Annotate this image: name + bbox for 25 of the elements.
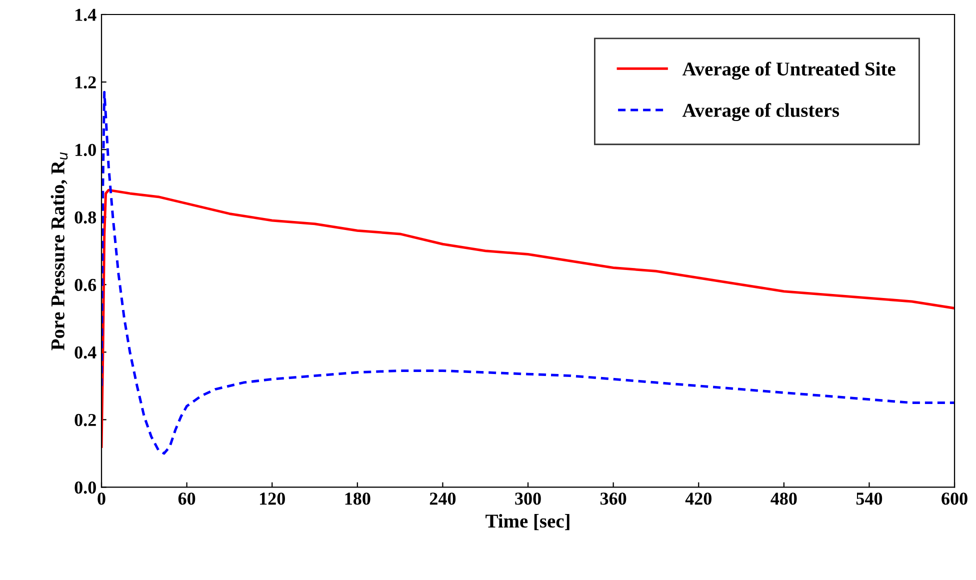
x-tick-label: 240 [430,492,456,505]
x-tick-label: 540 [856,492,882,505]
x-tick-label: 60 [178,492,196,505]
y-tick-label: 0.2 [74,414,96,426]
y-tick-label: 1.2 [76,76,96,89]
y-axis-title: Pore Pressure Ratio, R$_{u}$ [50,152,68,350]
y-tick-label: 0.8 [74,211,96,224]
legend-label: Average of clusters [682,103,840,122]
y-tick-label: 1.0 [76,144,96,156]
x-tick-label: 180 [345,492,370,505]
line-series [102,90,955,455]
x-tick-label: 360 [600,492,626,505]
x-axis-title: Time [sec] [486,514,570,530]
x-tick-label: 0 [98,492,106,505]
x-tick-label: 300 [515,492,541,505]
y-tick-label: 0.0 [74,481,96,494]
y-tick-label: 1.4 [76,8,96,22]
legend-label: Average of Untreated Site [682,62,896,80]
y-tick-label: 0.6 [74,278,96,292]
x-tick-label: 600 [942,492,968,505]
x-tick-label: 480 [770,492,797,505]
x-tick-label: 420 [685,492,712,505]
line-series [102,188,955,448]
x-tick-label: 120 [260,492,285,505]
y-tick-label: 0.4 [74,346,96,359]
